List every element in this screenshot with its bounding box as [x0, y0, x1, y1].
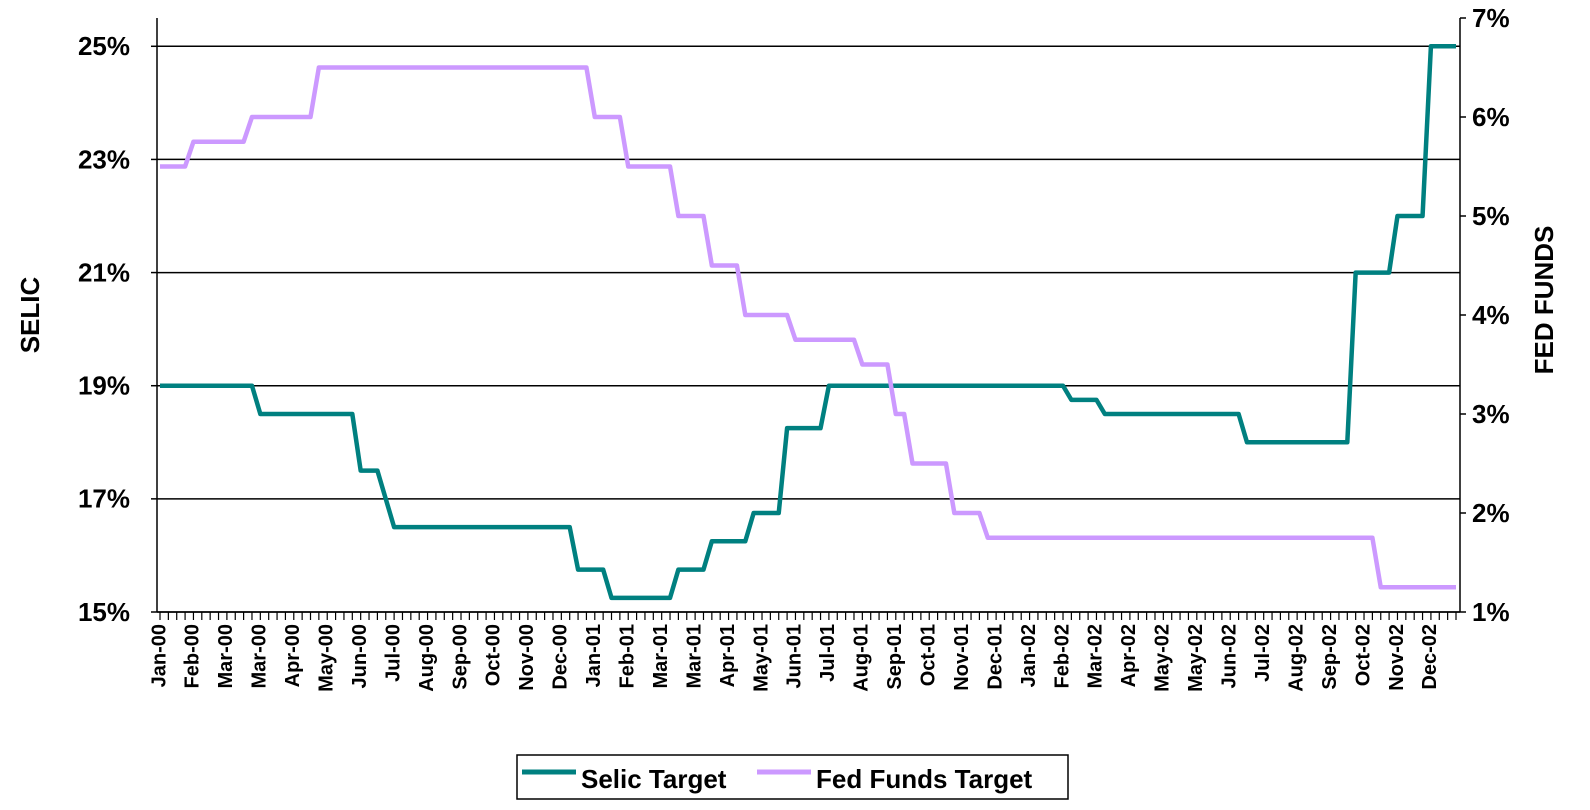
x-tick-label: Dec-02 [1419, 624, 1441, 690]
x-tick-label: Feb-02 [1051, 624, 1073, 688]
x-tick-label: May-00 [316, 624, 338, 692]
y-axis-title: SELIC [15, 277, 45, 354]
x-tick-label: Oct-00 [483, 624, 505, 686]
x-tick-label: Feb-01 [617, 624, 639, 688]
y2-tick-label: 7% [1472, 3, 1510, 33]
y-tick-label: 23% [78, 144, 130, 174]
x-tick-label: Sep-00 [449, 624, 471, 690]
y2-tick-label: 5% [1472, 201, 1510, 231]
x-tick-label: Nov-00 [516, 624, 538, 691]
x-tick-label: Dec-00 [550, 624, 572, 690]
x-tick-label: Jan-00 [148, 624, 170, 687]
x-tick-label: Apr-02 [1118, 624, 1140, 687]
x-tick-label: Dec-01 [984, 624, 1006, 690]
y-tick-label: 21% [78, 257, 130, 287]
legend-label: Selic Target [581, 764, 727, 794]
x-tick-label: May-01 [750, 624, 772, 692]
x-tick-label: Jul-02 [1252, 624, 1274, 682]
x-tick-label: Feb-00 [182, 624, 204, 688]
x-tick-label: Oct-01 [918, 624, 940, 686]
y2-tick-label: 4% [1472, 300, 1510, 330]
x-tick-label: Apr-01 [717, 624, 739, 687]
x-tick-label: Aug-01 [851, 624, 873, 692]
legend-label: Fed Funds Target [816, 764, 1033, 794]
x-tick-label: Nov-01 [951, 624, 973, 691]
x-tick-label: May-02 [1185, 624, 1207, 692]
x-tick-label: Aug-00 [416, 624, 438, 692]
x-tick-label: Jul-00 [382, 624, 404, 682]
x-tick-label: Jul-01 [817, 624, 839, 682]
x-tick-label: Aug-02 [1285, 624, 1307, 692]
x-tick-label: May-02 [1152, 624, 1174, 692]
x-tick-label: Apr-00 [282, 624, 304, 687]
y2-tick-label: 2% [1472, 498, 1510, 528]
y-tick-label: 19% [78, 371, 130, 401]
y-tick-label: 17% [78, 484, 130, 514]
y2-tick-label: 6% [1472, 102, 1510, 132]
x-tick-label: Mar-00 [215, 624, 237, 688]
x-tick-label: Jun-01 [784, 624, 806, 688]
x-tick-label: Mar-00 [249, 624, 271, 688]
x-tick-label: Nov-02 [1386, 624, 1408, 691]
y2-tick-label: 1% [1472, 597, 1510, 627]
x-tick-label: Mar-01 [683, 624, 705, 688]
series-line [160, 65, 1456, 590]
x-tick-label: Sep-01 [884, 624, 906, 690]
x-tick-label: Mar-02 [1085, 624, 1107, 688]
x-tick-label: Jan-01 [583, 624, 605, 687]
y-tick-label: 25% [78, 31, 130, 61]
x-tick-label: Jun-02 [1219, 624, 1241, 688]
x-tick-label: Mar-01 [650, 624, 672, 688]
y2-axis-title: FED FUNDS [1529, 226, 1559, 375]
x-tick-label: Jan-02 [1018, 624, 1040, 687]
series-line [160, 44, 1456, 601]
y2-tick-label: 3% [1472, 399, 1510, 429]
x-tick-label: Oct-02 [1352, 624, 1374, 686]
x-tick-label: Jun-00 [349, 624, 371, 688]
legend-box [516, 754, 1069, 800]
x-tick-label: Sep-02 [1319, 624, 1341, 690]
y-tick-label: 15% [78, 597, 130, 627]
